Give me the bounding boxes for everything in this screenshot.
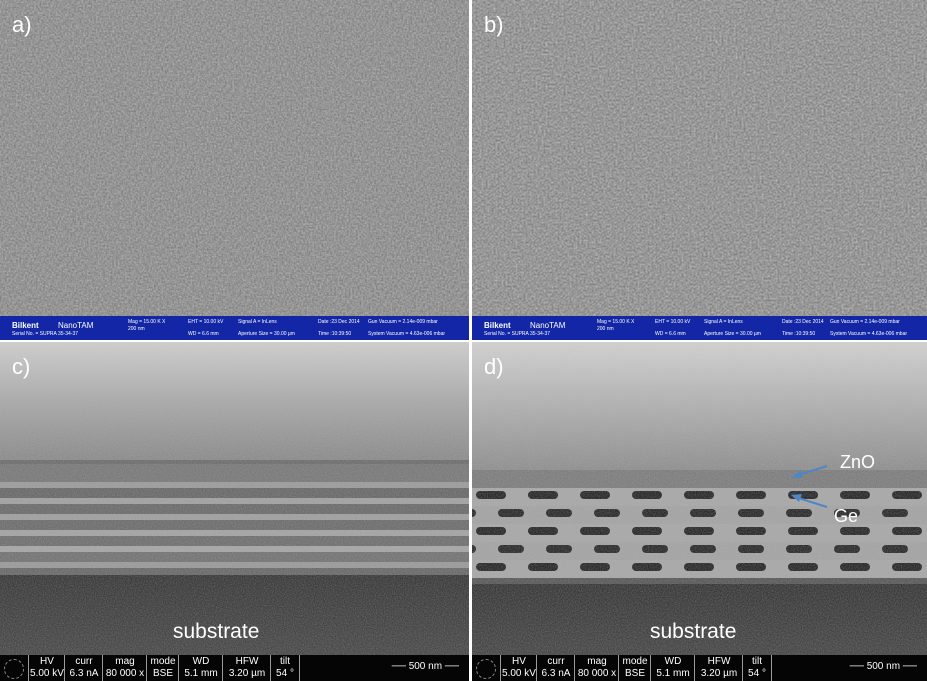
hfw-value: 3.20 µm <box>700 668 738 679</box>
zno-label: ZnO <box>840 452 876 472</box>
tilt-header: tilt <box>280 656 290 667</box>
panel-label-c: c) <box>12 354 31 379</box>
hv-value: 5.00 kV <box>502 668 536 679</box>
wd-header: WD <box>664 656 682 667</box>
substrate-label-c: substrate <box>173 620 260 643</box>
mode-header: mode <box>150 656 176 667</box>
panel-label-b: b) <box>484 12 504 37</box>
scale-text: 200 nm <box>597 326 614 332</box>
tilt-header: tilt <box>752 656 762 667</box>
scale-bar-label: 500 nm <box>866 661 901 672</box>
hfw-header: HFW <box>235 656 259 667</box>
hfw-header: HFW <box>707 656 731 667</box>
mag-header: mag <box>115 656 135 667</box>
signal-text: Signal A = InLens <box>238 319 277 325</box>
gun-text: Gun Vacuum = 2.14e-009 mbar <box>830 319 900 325</box>
wd-value: 5.1 mm <box>656 668 690 679</box>
hv-header: HV <box>512 656 526 667</box>
mag-value: 80 000 x <box>577 668 617 679</box>
gun-text: Gun Vacuum = 2.14e-009 mbar <box>368 319 438 325</box>
sem-image-c <box>0 342 469 655</box>
sem-data-bar: HV 5.00 kV curr 6.3 nA mag 80 000 x mode BSE… <box>0 655 469 681</box>
mode-header: mode <box>622 656 648 667</box>
curr-value: 6.3 nA <box>69 668 99 679</box>
hv-value: 5.00 kV <box>30 668 64 679</box>
scale-bar: ── 500 nm ── <box>849 661 917 672</box>
eht-text: EHT = 10.00 kV <box>655 319 691 325</box>
scale-text: 200 nm <box>128 326 145 332</box>
date-text: Date :23 Dec 2014 <box>318 319 360 325</box>
mag-text: Mag = 15.00 K X <box>597 319 635 325</box>
wd-header: WD <box>192 656 210 667</box>
fei-logo-icon <box>4 659 24 679</box>
hfw-value: 3.20 µm <box>228 668 266 679</box>
panel-b: b) Bilkent NanoTAM Serial No. = SUPRA 35… <box>472 0 927 340</box>
zno-arrowhead-icon <box>791 470 802 478</box>
sem-image-a <box>0 0 469 340</box>
ge-arrowhead-icon <box>791 494 802 502</box>
panel-a: a) Bilkent NanoTAM Serial No. = SUPRA 35… <box>0 0 469 340</box>
panel-d: d) ZnO Ge substrate HV 5.00 kV curr 6.3 nA… <box>472 342 927 681</box>
time-text: Time :10:39:50 <box>318 331 352 337</box>
scale-bar-label: 500 nm <box>408 661 443 672</box>
wd-text: WD = 6.6 mm <box>655 331 686 337</box>
wd-text: WD = 6.6 mm <box>188 331 219 337</box>
sem-data-bar: HV 5.00 kV curr 6.3 nA mag 80 000 x mode BSE… <box>472 655 927 681</box>
date-text: Date :23 Dec 2014 <box>782 319 824 325</box>
tilt-value: 54 ° <box>276 668 294 679</box>
ge-arrow <box>794 496 828 508</box>
brand-text: Bilkent <box>12 321 39 330</box>
brand-text-2: NanoTAM <box>58 321 94 330</box>
sys-vacuum-text: System Vacuum = 4.63e-006 mbar <box>830 331 908 337</box>
curr-header: curr <box>547 656 565 667</box>
brand-text-2: NanoTAM <box>530 321 566 330</box>
curr-value: 6.3 nA <box>541 668 571 679</box>
aperture-text: Aperture Size = 30.00 µm <box>238 331 295 337</box>
signal-text: Signal A = InLens <box>704 319 743 325</box>
curr-header: curr <box>75 656 93 667</box>
serial-text: Serial No. = SUPRA 35-34-37 <box>12 331 79 337</box>
sem-info-bar: Bilkent NanoTAM Serial No. = SUPRA 35-34… <box>472 316 927 340</box>
panel-label-d: d) <box>484 354 504 379</box>
wd-value: 5.1 mm <box>184 668 218 679</box>
mag-text: Mag = 15.00 K X <box>128 319 166 325</box>
eht-text: EHT = 10.00 kV <box>188 319 224 325</box>
fei-logo-icon <box>476 659 496 679</box>
substrate-label-d: substrate <box>650 620 737 643</box>
panel-label-a: a) <box>12 12 32 37</box>
sem-info-bar: Bilkent NanoTAM Serial No. = SUPRA 35-34… <box>0 316 469 340</box>
scale-bar: ── 500 nm ── <box>391 661 459 672</box>
hv-header: HV <box>40 656 54 667</box>
aperture-text: Aperture Size = 30.00 µm <box>704 331 761 337</box>
sem-image-b <box>472 0 927 340</box>
horizontal-divider <box>0 340 927 342</box>
sys-vacuum-text: System Vacuum = 4.63e-006 mbar <box>368 331 446 337</box>
sem-image-d <box>472 342 927 656</box>
mode-value: BSE <box>624 668 645 679</box>
mode-value: BSE <box>152 668 173 679</box>
serial-text: Serial No. = SUPRA 35-34-37 <box>484 331 551 337</box>
mag-value: 80 000 x <box>105 668 145 679</box>
time-text: Time :10:39:50 <box>782 331 816 337</box>
panel-c: c) substrate HV 5.00 kV curr 6.3 nA mag 80 … <box>0 342 469 681</box>
mag-header: mag <box>587 656 607 667</box>
ge-label: Ge <box>834 506 859 526</box>
brand-text: Bilkent <box>484 321 511 330</box>
tilt-value: 54 ° <box>748 668 766 679</box>
